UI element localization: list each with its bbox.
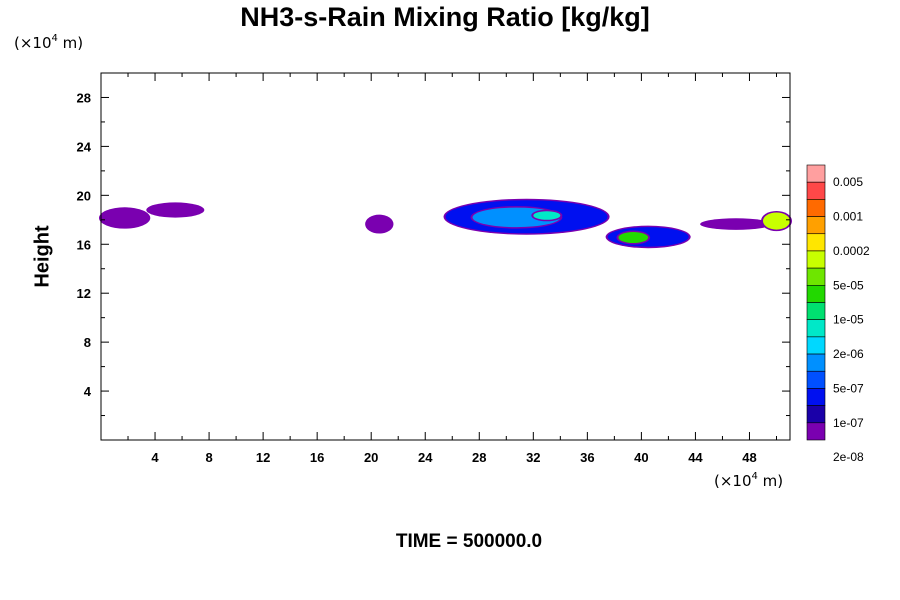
x-tick-label: 12 bbox=[256, 450, 270, 465]
colorbar-label: 2e-06 bbox=[833, 347, 864, 361]
data-region bbox=[533, 211, 561, 220]
data-region bbox=[762, 212, 790, 230]
data-region bbox=[148, 203, 203, 217]
y-unit-exponent: 4 bbox=[51, 33, 58, 44]
y-tick-label: 4 bbox=[84, 384, 92, 399]
x-tick-label: 44 bbox=[688, 450, 703, 465]
x-tick-label: 28 bbox=[472, 450, 486, 465]
colorbar-swatch bbox=[806, 319, 826, 338]
colorbar-swatch bbox=[806, 353, 826, 372]
y-tick-label: 20 bbox=[77, 188, 91, 203]
x-tick-label: 32 bbox=[526, 450, 540, 465]
x-unit-prefix: (×10 bbox=[714, 472, 752, 490]
colorbar-swatch bbox=[806, 422, 826, 441]
colorbar-swatch bbox=[806, 250, 826, 269]
colorbar-swatch bbox=[806, 216, 826, 235]
colorbar-swatch bbox=[806, 267, 826, 286]
x-unit-exponent: 4 bbox=[751, 471, 758, 482]
x-tick-label: 8 bbox=[205, 450, 212, 465]
x-axis-unit: (×104 m) bbox=[714, 471, 784, 490]
x-tick-label: 36 bbox=[580, 450, 594, 465]
x-tick-label: 20 bbox=[364, 450, 378, 465]
y-unit-suffix: m) bbox=[57, 34, 84, 52]
y-tick-label: 24 bbox=[77, 139, 92, 154]
colorbar-label: 1e-07 bbox=[833, 416, 864, 430]
colorbar-swatch bbox=[806, 405, 826, 424]
colorbar-label: 0.001 bbox=[833, 210, 863, 224]
y-tick-label: 16 bbox=[77, 237, 91, 252]
y-tick-label: 28 bbox=[77, 90, 91, 105]
colorbar-swatch bbox=[806, 199, 826, 217]
colorbar-swatch bbox=[806, 388, 826, 406]
data-region bbox=[618, 232, 649, 244]
x-unit-suffix: m) bbox=[757, 472, 784, 490]
colorbar-label: 5e-05 bbox=[833, 278, 864, 292]
y-unit-prefix: (×10 bbox=[14, 34, 52, 52]
data-region bbox=[702, 219, 770, 229]
colorbar-swatch bbox=[806, 370, 826, 389]
data-region bbox=[101, 208, 149, 228]
chart-title: NH3-s-Rain Mixing Ratio [kg/kg] bbox=[240, 2, 650, 32]
colorbar-label: 1e-05 bbox=[833, 313, 864, 327]
colorbar-swatch bbox=[806, 336, 826, 355]
x-tick-label: 40 bbox=[634, 450, 648, 465]
plot-frame bbox=[100, 72, 791, 441]
colorbar-label: 2e-08 bbox=[833, 450, 864, 464]
y-tick-label: 12 bbox=[77, 286, 91, 301]
y-axis-unit: (×104 m) bbox=[14, 33, 84, 52]
x-tick-label: 24 bbox=[418, 450, 433, 465]
colorbar-swatch bbox=[806, 302, 826, 320]
data-region bbox=[367, 216, 392, 233]
x-tick-label: 4 bbox=[151, 450, 159, 465]
colorbar-swatch bbox=[806, 164, 826, 183]
y-tick-label: 8 bbox=[84, 335, 91, 350]
time-caption: TIME = 500000.0 bbox=[395, 531, 543, 552]
colorbar-swatch bbox=[806, 285, 826, 303]
colorbar-label: 5e-07 bbox=[833, 381, 864, 395]
colorbar-label: 0.0002 bbox=[833, 244, 870, 258]
x-tick-label: 16 bbox=[310, 450, 324, 465]
colorbar-swatch bbox=[806, 233, 826, 252]
colorbar-label: 0.005 bbox=[833, 175, 863, 189]
x-tick-label: 48 bbox=[742, 450, 756, 465]
colorbar-swatch bbox=[806, 181, 826, 200]
